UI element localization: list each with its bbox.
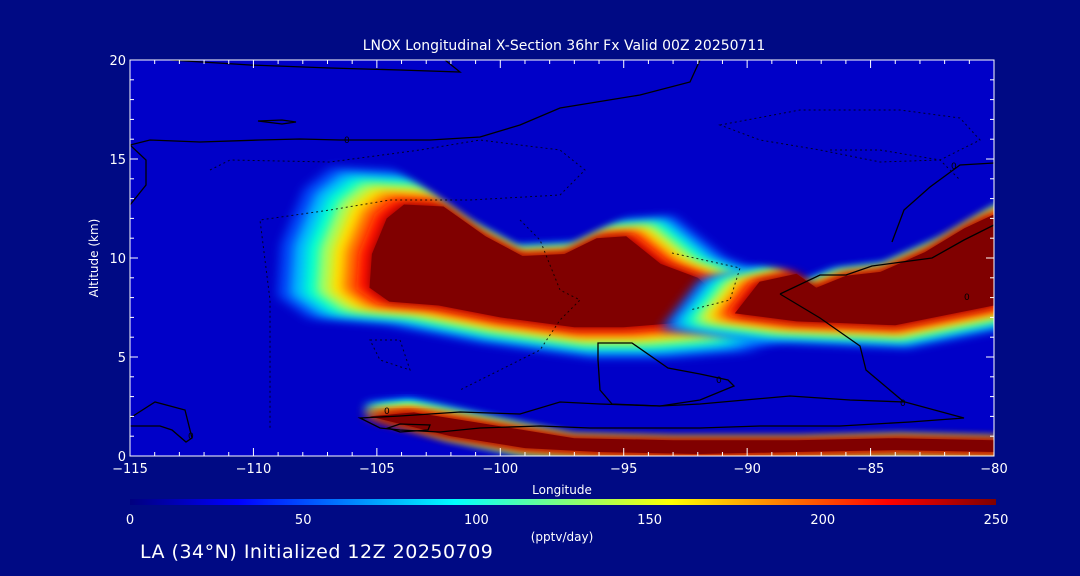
y-tick-label: 0 (118, 450, 126, 465)
contour-low (357, 395, 965, 433)
contour-label: 0 (344, 136, 350, 146)
contour-upper (130, 60, 701, 146)
footer-text: LA (34°N) Initialized 12Z 20250709 (140, 541, 494, 563)
colorbar-tick-label: 200 (810, 513, 835, 528)
contour-dashed (209, 109, 981, 430)
x-tick-label: −85 (857, 462, 884, 477)
x-axis: −115 −110 −105 −100 −95 −90 −85 −80 (112, 60, 1008, 477)
x-tick-label: −105 (359, 462, 395, 477)
contour-top (169, 60, 462, 73)
x-axis-label: Longitude (532, 483, 592, 497)
heat-region (276, 167, 817, 358)
y-axis-label: Altitude (km) (87, 219, 101, 298)
contour-label: 0 (900, 399, 906, 409)
contour-label: 0 (716, 376, 722, 386)
y-tick-label: 20 (109, 54, 126, 69)
contour-mid-east (597, 342, 736, 407)
x-tick-label: −90 (733, 462, 760, 477)
x-tick-label: −95 (610, 462, 637, 477)
x-tick-label: −110 (236, 462, 272, 477)
heatmap-layer (276, 167, 994, 456)
contour-corner (891, 162, 994, 243)
colorbar-unit: (pptv/day) (531, 530, 594, 544)
contour-east2 (779, 293, 905, 403)
x-tick-label: −80 (980, 462, 1007, 477)
colorbar-tick-label: 150 (637, 513, 662, 528)
contour-east (779, 224, 994, 295)
contour-label: 0 (964, 293, 970, 303)
contour-small (257, 119, 297, 125)
y-axis: 0 5 10 15 20 (109, 54, 994, 465)
contour-label: 0 (188, 432, 194, 442)
colorbar-gradient (130, 499, 996, 505)
heat-core (369, 204, 718, 328)
colorbar-ticks: 0 50 100 150 200 250 (126, 513, 1009, 528)
colorbar-tick-label: 250 (984, 513, 1009, 528)
colorbar-tick-label: 50 (295, 513, 312, 528)
heat-region (363, 398, 994, 456)
contour-left (130, 144, 147, 206)
x-tick-label: −115 (112, 462, 148, 477)
x-tick-label: −100 (482, 462, 518, 477)
y-tick-label: 15 (109, 153, 126, 168)
contour-lens (385, 423, 431, 433)
contour-label-group: 0 0 0 0 0 0 0 (188, 136, 970, 442)
colorbar-tick-label: 100 (464, 513, 489, 528)
y-tick-label: 10 (109, 252, 126, 267)
contour-label: 0 (951, 162, 957, 172)
contour-lines (130, 60, 994, 443)
colorbar (130, 499, 996, 505)
heat-core (734, 214, 994, 326)
contour-label: 0 (384, 407, 390, 417)
heat-core (369, 412, 994, 454)
chart-title: LNOX Longitudinal X-Section 36hr Fx Vali… (363, 38, 766, 54)
y-tick-label: 5 (118, 351, 126, 366)
contour-bottom-left (130, 401, 193, 443)
colorbar-tick-label: 0 (126, 513, 134, 528)
heat-region (659, 210, 994, 348)
